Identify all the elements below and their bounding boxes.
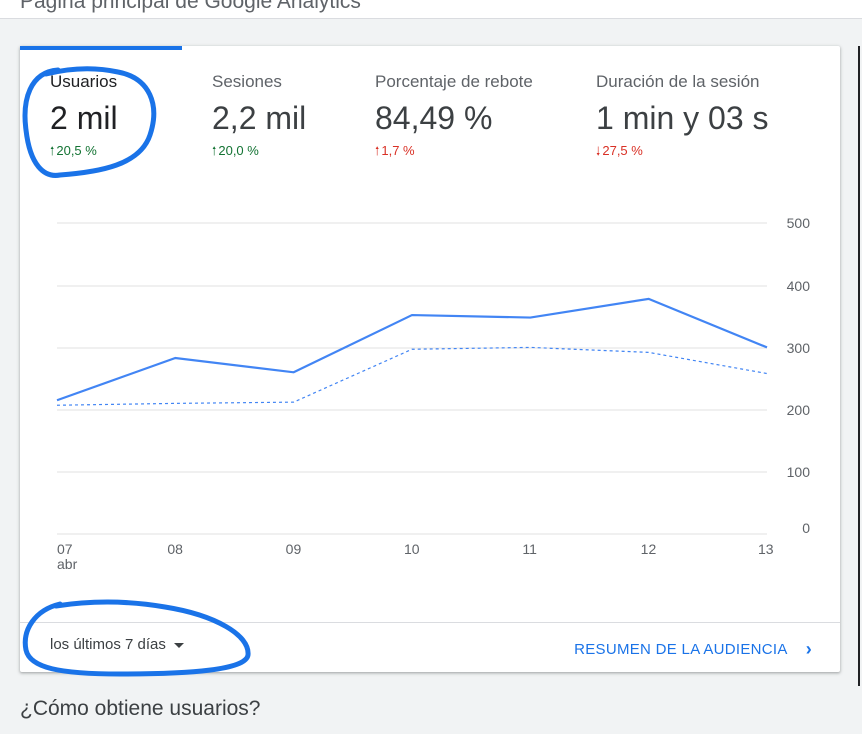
series-line-current: [56, 297, 768, 402]
metric-value: 84,49 %: [375, 100, 493, 136]
y-tick-label: 100: [787, 464, 811, 480]
metric-change-value: 1,7 %: [381, 143, 415, 158]
x-tick-label: 11: [522, 541, 537, 557]
x-tick-label: 08: [167, 541, 183, 557]
metric-label: Porcentaje de rebote: [375, 72, 533, 91]
x-tick-label: 07: [57, 541, 73, 557]
metric-change-value: 27,5 %: [602, 143, 643, 158]
users-line-chart: 500 400 300 200 100 0 07 08 09 10 11 12 13 abr: [56, 215, 811, 572]
metric-tab-sessions[interactable]: Sesiones 2,2 mil 🠑 20,0 %: [212, 72, 306, 163]
footer-divider: [20, 622, 840, 623]
audience-link-label: RESUMEN DE LA AUDIENCIA: [574, 641, 788, 658]
y-tick-label: 500: [787, 215, 811, 231]
y-tick-label: 0: [802, 520, 810, 536]
panel-divider: [858, 46, 860, 686]
section-heading: ¿Cómo obtiene usuarios?: [20, 697, 261, 720]
metric-label: Sesiones: [212, 72, 282, 91]
metric-change: 🠓 27,5 %: [596, 142, 769, 163]
arrow-down-icon: 🠓: [596, 144, 601, 158]
top-bar: Página principal de Google Analytics: [0, 0, 862, 19]
chevron-right-icon: ›: [805, 639, 812, 659]
metric-change: 🠑 20,0 %: [212, 142, 306, 163]
audience-overview-link[interactable]: RESUMEN DE LA AUDIENCIA ›: [574, 638, 812, 659]
x-tick-label: 10: [404, 541, 420, 557]
metric-change-value: 20,0 %: [218, 143, 259, 158]
date-range-label: los últimos 7 días: [50, 636, 166, 653]
metric-change: 🠑 1,7 %: [375, 142, 533, 163]
y-tick-label: 200: [787, 402, 811, 418]
metric-value: 2,2 mil: [212, 100, 307, 136]
x-tick-label: 12: [641, 541, 657, 557]
caret-down-icon: [173, 642, 184, 648]
analytics-card: Usuarios 2 mil 🠑 20,5 % Sesiones 2,2 mil …: [20, 46, 840, 672]
series-line-previous: [56, 346, 768, 406]
x-tick-label: 13: [758, 541, 774, 557]
date-range-dropdown[interactable]: los últimos 7 días: [50, 636, 184, 653]
metric-value: 1 min y 03 s: [596, 100, 769, 136]
metric-label: Duración de la sesión: [596, 72, 760, 91]
y-tick-label: 300: [787, 340, 811, 356]
metric-tab-bounce-rate[interactable]: Porcentaje de rebote 84,49 % 🠑 1,7 %: [375, 72, 533, 163]
page-title: Página principal de Google Analytics: [20, 0, 361, 13]
active-tab-indicator: [20, 46, 182, 50]
y-tick-label: 400: [787, 278, 811, 294]
arrow-up-icon: 🠑: [375, 144, 380, 158]
metric-tab-session-duration[interactable]: Duración de la sesión 1 min y 03 s 🠓 27,5…: [596, 72, 769, 163]
x-tick-label: 09: [286, 541, 302, 557]
x-tick-sublabel: abr: [57, 556, 78, 572]
arrow-up-icon: 🠑: [212, 144, 217, 158]
